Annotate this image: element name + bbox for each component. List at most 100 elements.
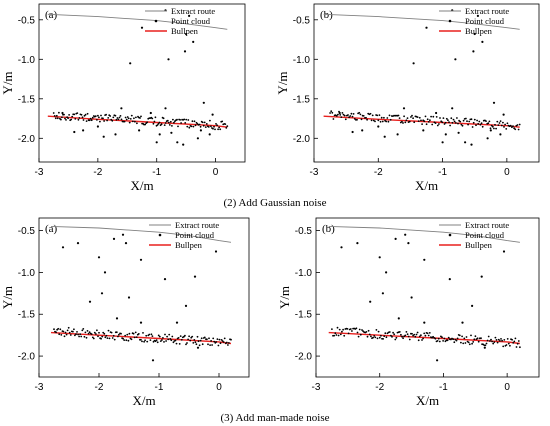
chart-3-series-point-cloud-point xyxy=(134,331,137,334)
chart-2-series-point-cloud-point xyxy=(366,118,368,121)
chart-2-legend-label: Bullpen xyxy=(465,26,493,36)
chart-2-series-point-cloud-point xyxy=(489,127,492,130)
chart-1-series-point-cloud-point xyxy=(107,117,110,119)
chart-2-series-point-cloud-point xyxy=(377,125,380,128)
chart-2-series-point-cloud-point xyxy=(331,111,334,114)
panel-gaussian-a: -3 -2 -1 0 -0.5 -1.0 -1.5 -2.0 X/m Y/m (a) Extract … xyxy=(0,3,246,193)
chart-3-y-axis-label: Y/m xyxy=(0,286,15,309)
chart-3-series-point-cloud-point xyxy=(125,339,128,342)
chart-3-series-point-cloud-point xyxy=(149,339,152,341)
chart-4-series-point-cloud-point xyxy=(356,331,359,334)
chart-3-series-point-cloud-point xyxy=(95,333,97,335)
chart-4-series-point-cloud-point xyxy=(483,346,486,349)
chart-2-series-point-cloud-point xyxy=(518,123,521,126)
chart-2-series-point-cloud-point xyxy=(452,118,455,121)
chart-1-series-point-cloud-point xyxy=(185,32,188,36)
chart-1-series-point-cloud-point xyxy=(103,120,105,122)
chart-1-series-point-cloud-point xyxy=(55,114,58,117)
chart-1-series-point-cloud-point xyxy=(61,116,63,119)
chart-3-series-point-cloud-point xyxy=(184,304,188,307)
chart-3-series-point-cloud-point xyxy=(108,337,111,340)
chart-1-series-point-cloud-point xyxy=(56,117,59,120)
chart-2-series-point-cloud-point xyxy=(340,116,343,118)
chart-2-series-point-cloud-point xyxy=(348,116,350,119)
chart-4-series-point-cloud-point xyxy=(496,341,499,344)
chart-3-series-point-cloud-point xyxy=(100,337,102,340)
chart-2-series-point-cloud-point xyxy=(462,119,465,122)
chart-3-series-point-cloud-point xyxy=(141,340,143,343)
chart-3-series-point-cloud-point xyxy=(90,333,93,335)
chart-1-series-point-cloud-point xyxy=(205,123,208,125)
chart-4-series-point-cloud-point xyxy=(335,334,338,336)
chart-3-series-point-cloud-point xyxy=(213,340,216,343)
chart-4-series-point-cloud-point xyxy=(357,335,360,338)
chart-2-series-point-cloud-point xyxy=(350,112,353,115)
chart-3-series-point-cloud-point xyxy=(163,278,167,281)
chart-3-x-tick-label: -2 xyxy=(95,382,104,393)
chart-2-series-point-cloud-point xyxy=(475,124,477,127)
chart-3-series-point-cloud-point xyxy=(115,317,119,320)
chart-3-series-point-cloud-point xyxy=(170,339,173,342)
chart-4-series-point-cloud-point xyxy=(336,326,339,329)
chart-4-series-point-cloud-point xyxy=(427,334,430,337)
chart-4-series-point-cloud-point xyxy=(437,337,440,340)
chart-4-x-tick-label: -3 xyxy=(312,382,321,393)
chart-3-series-point-cloud-point xyxy=(100,292,104,295)
chart-2-series-point-cloud-point xyxy=(362,115,365,117)
chart-4-series-point-cloud-point xyxy=(511,338,513,341)
chart-4-series-point-cloud-point xyxy=(333,334,336,337)
chart-4-series-point-cloud-point xyxy=(514,337,517,340)
chart-3-series-point-cloud-point xyxy=(115,331,118,334)
chart-2-series-point-cloud-point xyxy=(387,120,390,123)
chart-3-x-axis-label: X/m xyxy=(132,393,155,408)
chart-4-series-point-cloud-point xyxy=(497,338,500,341)
chart-2-y-tick-label: -0.5 xyxy=(293,15,311,26)
chart-3-series-point-cloud-point xyxy=(143,340,146,343)
chart-1-series-point-cloud-point xyxy=(192,40,195,44)
chart-4-series-point-cloud-point xyxy=(404,233,407,236)
chart-3-series-point-cloud-point xyxy=(174,339,177,342)
chart-2-series-point-cloud-point xyxy=(481,40,484,44)
chart-2-series-point-cloud-point xyxy=(472,50,475,53)
chart-3-x-tick-label: 0 xyxy=(216,382,222,393)
chart-4-series-point-cloud-point xyxy=(416,331,419,334)
chart-2-series-point-cloud-point xyxy=(377,119,380,122)
chart-2-series-point-cloud-point xyxy=(497,124,500,126)
chart-1-series-point-cloud-point xyxy=(54,117,57,120)
chart-1-series-point-cloud-point xyxy=(77,118,80,121)
chart-4-series-point-cloud-point xyxy=(507,342,510,345)
chart-2-series-point-cloud-point xyxy=(413,121,416,124)
chart-2-series-point-cloud-point xyxy=(473,118,476,121)
chart-4-series-point-cloud-point xyxy=(361,329,363,331)
chart-3-plot-frame xyxy=(38,217,250,378)
chart-3-series-point-cloud-point xyxy=(120,332,122,335)
chart-1-series-point-cloud-point xyxy=(152,122,155,125)
chart-3-series-point-cloud-point xyxy=(121,233,125,236)
chart-3-series-point-cloud-point xyxy=(145,334,148,337)
chart-1-series-point-cloud-point xyxy=(198,123,201,126)
chart-1-series-point-cloud-point xyxy=(129,118,132,120)
chart-1-series-point-cloud-point xyxy=(102,135,105,138)
chart-3-series-point-cloud-point xyxy=(123,339,126,341)
chart-3-series-point-cloud-point xyxy=(139,321,143,324)
chart-2-series-point-cloud-point xyxy=(416,116,419,118)
chart-3-series-point-cloud-point xyxy=(192,342,195,344)
chart-1-series-point-cloud-point xyxy=(211,113,214,116)
chart-4-series-point-cloud-point xyxy=(487,335,490,338)
chart-1-series-point-cloud-point xyxy=(173,121,175,124)
chart-3-series-point-cloud-point xyxy=(118,333,120,336)
chart-2-plot-frame xyxy=(313,3,540,163)
chart-3-series-point-cloud-point xyxy=(96,329,98,332)
chart-1-series-point-cloud-point xyxy=(128,121,131,124)
chart-1-series-point-cloud-point xyxy=(133,117,135,120)
chart-3-series-point-cloud-point xyxy=(171,335,174,338)
chart-4-series-point-cloud-point xyxy=(461,335,463,338)
chart-3-series-point-cloud-point xyxy=(187,338,190,341)
chart-3-series-point-cloud-point xyxy=(209,344,212,346)
chart-4-series-point-cloud-point xyxy=(519,346,521,349)
chart-2-series-point-cloud-point xyxy=(337,113,339,116)
chart-1-series-point-cloud-point xyxy=(154,116,157,119)
chart-2-series-point-cloud-point xyxy=(412,117,414,120)
chart-1-series-point-cloud-point xyxy=(138,129,141,132)
chart-1-series-point-cloud-point xyxy=(202,101,205,104)
